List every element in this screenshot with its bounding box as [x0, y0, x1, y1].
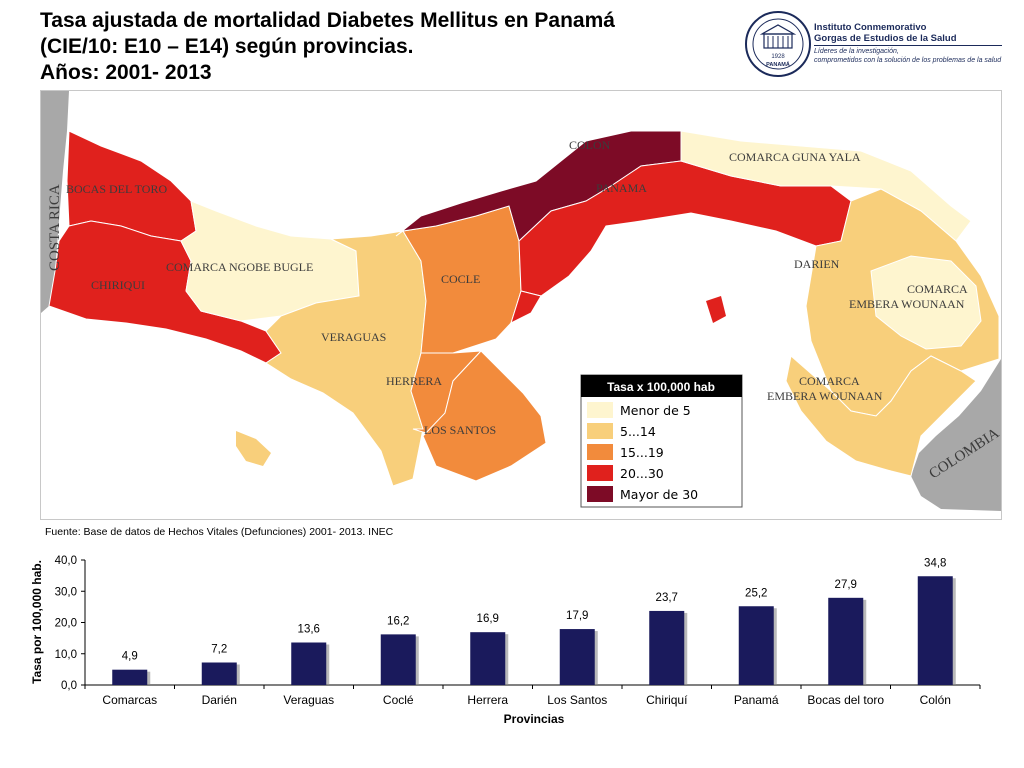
y-tick-label: 40,0	[55, 555, 77, 567]
label-cocle: COCLE	[441, 272, 480, 286]
legend-title: Tasa x 100,000 hab	[607, 380, 715, 394]
region-comarca-embera-1	[870, 255, 982, 350]
label-comarca-guna-yala: COMARCA GUNA YALA	[729, 150, 861, 164]
bar-value-label: 4,9	[122, 651, 138, 663]
label-comarca-embera-1-line-2: EMBERA WOUNAAN	[849, 297, 965, 311]
region-colombia	[911, 359, 1001, 511]
legend-label: 20...30	[620, 466, 664, 481]
y-axis-title: Tasa por 100,000 hab.	[30, 560, 44, 684]
bar	[828, 597, 864, 685]
label-darien: DARIEN	[794, 257, 840, 271]
source-note: Fuente: Base de datos de Hechos Vitales …	[45, 526, 394, 538]
bar	[470, 632, 506, 685]
x-tick-label: Bocas del toro	[807, 693, 884, 707]
label-chiriqui: CHIRIQUI	[91, 278, 145, 292]
label-veraguas: VERAGUAS	[321, 330, 386, 344]
institute-name-line-1: Instituto Conmemorativo	[814, 22, 927, 33]
region-costa-rica	[41, 91, 69, 313]
bar	[201, 662, 237, 685]
bar-value-label: 25,2	[745, 587, 767, 599]
y-tick-label: 30,0	[55, 586, 77, 598]
legend-swatch	[587, 402, 613, 418]
slogan-line-2: comprometidos con la solución de los pro…	[814, 56, 1002, 64]
x-tick-label: Herrera	[467, 693, 508, 707]
bar	[738, 606, 774, 685]
legend-label: Mayor de 30	[620, 487, 698, 502]
bar	[291, 642, 327, 685]
bar-chart: 0,0 10,0 20,0 30,0 40,0 4,9 Comarcas 7,2 Darién…	[30, 555, 981, 726]
bar	[649, 610, 685, 685]
slogan-line-1: Líderes de la investigación,	[814, 48, 899, 55]
region-coiba-island	[236, 431, 271, 466]
bar-value-label: 13,6	[298, 624, 320, 636]
legend-swatch	[587, 465, 613, 481]
x-tick-label: Colón	[920, 693, 951, 707]
x-tick-label: Comarcas	[102, 693, 157, 707]
label-comarca-embera-1-line-1: COMARCA	[907, 282, 968, 296]
legend-swatch	[587, 423, 613, 439]
institute-name-line-2: Gorgas de Estudios de la Salud	[814, 33, 957, 44]
bar	[380, 634, 416, 685]
label-bocas-del-toro: BOCAS DEL TORO	[66, 182, 167, 196]
bar-value-label: 16,9	[477, 613, 499, 625]
title-line-3: Años: 2001- 2013	[40, 61, 212, 84]
y-tick-label: 10,0	[55, 649, 77, 661]
y-tick-label: 20,0	[55, 618, 77, 630]
label-comarca-embera-2-line-1: COMARCA	[799, 374, 860, 388]
x-tick-label: Los Santos	[547, 693, 607, 707]
bar	[559, 629, 595, 685]
choropleth-map: COSTA RICA BOCAS DEL TORO CHIRIQUI COMAR…	[40, 90, 1002, 520]
bar-value-label: 16,2	[387, 615, 409, 627]
seal-icon: 1928 PANAMÁ	[745, 11, 811, 77]
institute-name: Instituto Conmemorativo Gorgas de Estudi…	[814, 22, 957, 44]
x-tick-label: Coclé	[383, 693, 414, 707]
legend-swatch	[587, 444, 613, 460]
seal-country: PANAMÁ	[766, 61, 790, 68]
title-line-2: (CIE/10: E10 – E14) según provincias.	[40, 35, 414, 58]
label-panama: PANAMA	[596, 181, 647, 195]
legend-label: 5...14	[620, 424, 656, 439]
institute-logo: 1928 PANAMÁ Instituto Conmemorativo Gorg…	[744, 8, 1006, 82]
bar	[917, 576, 953, 685]
map-svg: COSTA RICA BOCAS DEL TORO CHIRIQUI COMAR…	[41, 91, 1002, 511]
page-title: Tasa ajustada de mortalidad Diabetes Mel…	[40, 8, 730, 86]
seal-year: 1928	[771, 54, 785, 60]
label-colon: COLON	[569, 138, 611, 152]
label-costa-rica: COSTA RICA	[47, 184, 63, 271]
bar-value-label: 17,9	[566, 610, 588, 622]
label-comarca-ngobe-bugle: COMARCA NGOBE BUGLE	[166, 260, 313, 274]
region-comarca-embera-2	[785, 355, 977, 477]
label-herrera: HERRERA	[386, 374, 442, 388]
y-tick-label: 0,0	[61, 680, 77, 692]
x-tick-label: Darién	[202, 693, 237, 707]
region-los-santos	[422, 350, 547, 482]
bar-value-label: 34,8	[924, 557, 946, 569]
legend-label: Menor de 5	[620, 403, 691, 418]
region-panama-oeste-coast	[510, 290, 542, 324]
x-tick-label: Panamá	[734, 693, 779, 707]
map-legend: Tasa x 100,000 hab Menor de 5 5...14 15...…	[580, 374, 743, 508]
x-axis-title: Provincias	[504, 712, 565, 726]
logo-divider	[814, 45, 1002, 46]
label-comarca-embera-2-line-2: EMBERA WOUNAAN	[767, 389, 883, 403]
bar-value-label: 23,7	[656, 592, 678, 604]
title-line-1: Tasa ajustada de mortalidad Diabetes Mel…	[40, 9, 615, 32]
institute-slogan: Líderes de la investigación, comprometid…	[814, 48, 1001, 65]
region-pearl-islands	[706, 296, 726, 323]
bar	[112, 669, 148, 685]
x-tick-label: Chiriquí	[646, 693, 688, 707]
label-los-santos: LOS SANTOS	[424, 423, 496, 437]
legend-swatch	[587, 486, 613, 502]
x-tick-label: Veraguas	[283, 693, 334, 707]
legend-label: 15...19	[620, 445, 664, 460]
bar-value-label: 7,2	[211, 644, 227, 656]
bar-value-label: 27,9	[835, 579, 857, 591]
